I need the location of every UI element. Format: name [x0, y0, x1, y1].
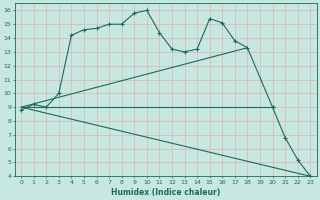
- X-axis label: Humidex (Indice chaleur): Humidex (Indice chaleur): [111, 188, 220, 197]
